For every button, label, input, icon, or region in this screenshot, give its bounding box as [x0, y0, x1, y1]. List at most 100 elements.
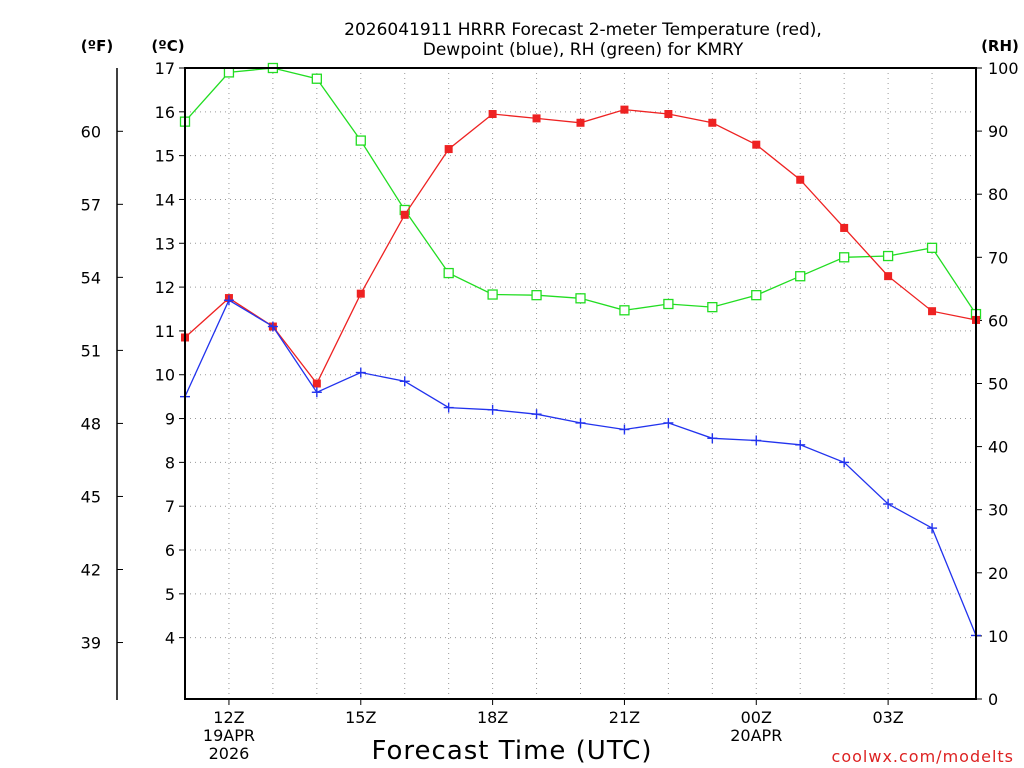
fahrenheit-tick-label: 45: [81, 487, 101, 506]
celsius-tick-label: 5: [165, 585, 175, 604]
x-tick-date: 19APR: [203, 726, 255, 745]
temperature-point: [620, 105, 629, 114]
dewpoint-point: [751, 435, 762, 446]
celsius-tick-label: 17: [155, 59, 175, 78]
celsius-tick-label: 10: [155, 366, 175, 385]
relative-humidity-point: [531, 290, 542, 301]
dewpoint-point: [707, 433, 718, 444]
celsius-tick-label: 15: [155, 147, 175, 166]
rh-tick-label: 50: [988, 375, 1008, 394]
dewpoint-point: [575, 417, 586, 428]
dewpoint-point: [531, 409, 542, 420]
relative-humidity-point: [487, 289, 498, 300]
rh-tick-label: 10: [988, 627, 1008, 646]
temperature-point: [708, 118, 717, 127]
plot-frame: [184, 67, 977, 700]
rh-tick-label: 40: [988, 438, 1008, 457]
dewpoint-point: [487, 404, 498, 415]
celsius-tick-label: 16: [155, 103, 175, 122]
relative-humidity-point: [926, 242, 938, 253]
fahrenheit-tick-label: 60: [81, 122, 101, 141]
axes: 4567891011121314151617394245485154576001…: [81, 59, 1019, 763]
dewpoint-point: [619, 424, 630, 435]
relative-humidity-point: [795, 271, 806, 282]
rh-unit-label: (RH): [981, 37, 1019, 55]
temperature-point: [356, 289, 365, 298]
fahrenheit-tick-label: 51: [81, 341, 101, 360]
dewpoint-point: [267, 321, 278, 332]
x-tick-label: 12Z: [213, 708, 244, 727]
fahrenheit-tick-label: 39: [81, 634, 101, 653]
dewpoint-point: [927, 523, 938, 534]
temperature-point: [928, 307, 937, 316]
temperature-point: [884, 272, 893, 281]
temperature-point: [444, 145, 453, 154]
temperature-point: [488, 110, 497, 119]
x-tick-label: 21Z: [609, 708, 640, 727]
rh-tick-label: 60: [988, 311, 1008, 330]
x-tick-date: 20APR: [730, 726, 782, 745]
celsius-tick-label: 6: [165, 541, 175, 560]
relative-humidity-point: [311, 73, 322, 84]
relative-humidity-point: [707, 301, 718, 313]
x-axis-title: Forecast Time (UTC): [371, 736, 652, 766]
relative-humidity-point: [882, 250, 894, 262]
celsius-tick-label: 11: [155, 322, 175, 341]
x-tick-label: 03Z: [872, 708, 903, 727]
relative-humidity-point: [575, 293, 586, 304]
data-series: [179, 62, 982, 641]
relative-humidity-point: [355, 135, 366, 146]
temperature-point: [312, 379, 321, 388]
relative-humidity-point: [663, 298, 674, 310]
rh-tick-label: 100: [988, 59, 1019, 78]
rh-tick-label: 30: [988, 501, 1008, 520]
dewpoint-point: [355, 367, 366, 378]
temperature-point: [664, 110, 673, 119]
x-tick-label: 18Z: [477, 708, 508, 727]
celsius-unit-label: (ºC): [151, 37, 184, 55]
x-tick-year: 2026: [209, 744, 250, 763]
rh-tick-label: 20: [988, 564, 1008, 583]
relative-humidity-point: [223, 67, 235, 78]
rh-tick-label: 70: [988, 248, 1008, 267]
dewpoint-point: [443, 402, 454, 413]
watermark: coolwx.com/modelts: [832, 747, 1014, 766]
celsius-tick-label: 8: [165, 453, 175, 472]
celsius-tick-label: 14: [155, 190, 175, 209]
x-tick-label: 00Z: [741, 708, 772, 727]
rh-tick-label: 80: [988, 185, 1008, 204]
dewpoint-point: [795, 439, 806, 450]
temperature-point: [840, 223, 849, 232]
celsius-tick-label: 4: [165, 629, 175, 648]
relative-humidity-point: [839, 252, 850, 263]
fahrenheit-tick-label: 42: [81, 560, 101, 579]
celsius-tick-label: 7: [165, 497, 175, 516]
chart-title-line2: Dewpoint (blue), RH (green) for KMRY: [423, 40, 744, 60]
relative-humidity-point: [443, 267, 454, 279]
celsius-tick-label: 12: [155, 278, 175, 297]
temperature-point: [532, 114, 541, 123]
chart-title-line1: 2026041911 HRRR Forecast 2-meter Tempera…: [344, 20, 822, 40]
fahrenheit-tick-label: 54: [81, 268, 101, 287]
dewpoint-point: [399, 376, 410, 387]
temperature-point: [576, 118, 585, 127]
celsius-tick-label: 13: [155, 234, 175, 253]
dewpoint-point: [883, 499, 894, 510]
dewpoint-point: [663, 417, 674, 428]
rh-tick-label: 90: [988, 122, 1008, 141]
fahrenheit-tick-label: 57: [81, 195, 101, 214]
dewpoint-point: [223, 295, 234, 306]
relative-humidity-point: [619, 305, 630, 316]
fahrenheit-unit-label: (ºF): [81, 37, 113, 55]
dewpoint-point: [839, 457, 850, 468]
temperature-point: [752, 140, 761, 149]
fahrenheit-tick-label: 48: [81, 414, 101, 433]
x-tick-label: 15Z: [345, 708, 376, 727]
dewpoint-point: [311, 387, 322, 398]
temperature-point: [400, 210, 409, 219]
celsius-tick-label: 9: [165, 410, 175, 429]
relative-humidity-point: [751, 290, 762, 301]
rh-tick-label: 0: [988, 690, 998, 709]
